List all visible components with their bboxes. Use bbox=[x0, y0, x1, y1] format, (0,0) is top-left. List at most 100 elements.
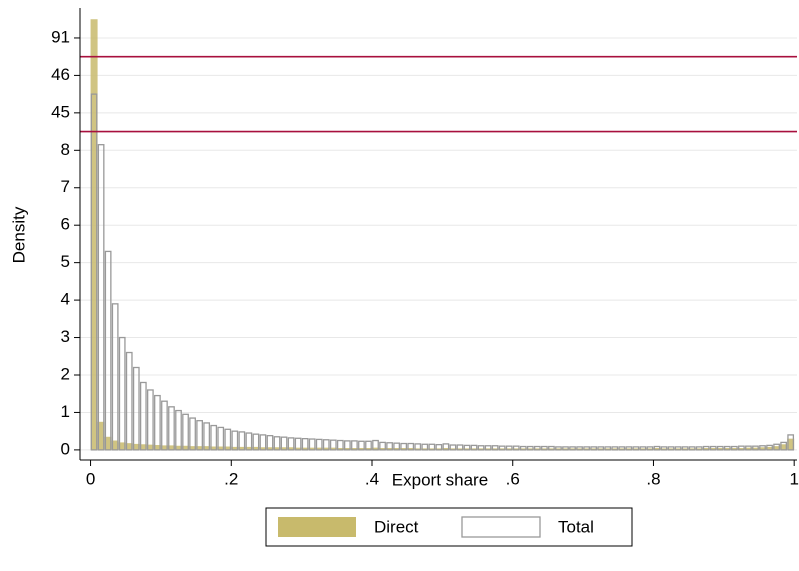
bar bbox=[456, 444, 464, 451]
bar bbox=[386, 448, 394, 450]
bar bbox=[787, 434, 795, 451]
bar bbox=[477, 448, 485, 450]
bar bbox=[590, 446, 598, 451]
bar bbox=[350, 448, 358, 450]
bar bbox=[576, 446, 583, 451]
bar bbox=[344, 440, 351, 451]
bar bbox=[372, 439, 379, 451]
bar bbox=[259, 447, 267, 450]
bar bbox=[625, 448, 633, 450]
bar bbox=[512, 448, 520, 450]
bar bbox=[435, 443, 443, 451]
bar bbox=[153, 445, 161, 450]
bar bbox=[484, 448, 492, 450]
bar bbox=[463, 448, 471, 450]
bar bbox=[583, 446, 590, 451]
bar bbox=[167, 445, 175, 450]
bar bbox=[681, 446, 689, 451]
bar bbox=[357, 448, 365, 450]
bar bbox=[773, 443, 780, 451]
bar bbox=[189, 417, 196, 451]
bar bbox=[491, 448, 499, 450]
bar bbox=[196, 420, 203, 451]
bar bbox=[576, 448, 584, 450]
bar bbox=[154, 394, 161, 451]
bar bbox=[224, 428, 232, 451]
y-tick-label: 6 bbox=[61, 215, 70, 234]
bar bbox=[414, 448, 422, 450]
y-tick-label: 2 bbox=[61, 364, 70, 383]
bar bbox=[203, 446, 211, 450]
bar bbox=[379, 441, 386, 451]
bar bbox=[245, 446, 253, 450]
bar bbox=[604, 448, 612, 450]
y-axis-title: Density bbox=[9, 206, 28, 263]
bar bbox=[386, 442, 393, 451]
bar bbox=[287, 437, 295, 451]
bar bbox=[189, 446, 197, 450]
bar bbox=[702, 448, 710, 450]
bar bbox=[731, 445, 738, 451]
bar bbox=[358, 440, 365, 451]
bar bbox=[688, 446, 696, 451]
bar bbox=[639, 448, 647, 450]
bar bbox=[519, 448, 527, 450]
bar bbox=[294, 447, 302, 450]
bar bbox=[463, 444, 471, 451]
bar bbox=[674, 448, 682, 450]
bar bbox=[695, 448, 703, 450]
y-tick-label: 91 bbox=[51, 27, 70, 46]
bar bbox=[618, 446, 626, 451]
bar bbox=[667, 446, 675, 451]
bar bbox=[611, 446, 619, 451]
bar bbox=[421, 443, 429, 451]
bar bbox=[548, 445, 555, 451]
bar bbox=[259, 434, 267, 451]
bar bbox=[780, 444, 788, 450]
bar bbox=[393, 448, 401, 450]
bar bbox=[505, 448, 513, 450]
bar bbox=[555, 446, 562, 451]
bar bbox=[674, 446, 682, 451]
bar bbox=[660, 446, 668, 451]
bar bbox=[168, 406, 175, 451]
bar bbox=[343, 448, 351, 450]
y-tick-label: 46 bbox=[51, 65, 70, 84]
bar bbox=[695, 446, 703, 451]
bar bbox=[618, 448, 626, 450]
bar bbox=[231, 430, 239, 451]
bar bbox=[611, 448, 619, 450]
y-tick-label: 5 bbox=[61, 252, 70, 271]
bar bbox=[351, 440, 358, 451]
bar bbox=[182, 445, 190, 450]
bar bbox=[146, 444, 154, 450]
bar bbox=[681, 448, 689, 450]
bar bbox=[604, 446, 612, 451]
bar bbox=[400, 442, 408, 451]
bar bbox=[231, 446, 239, 450]
bar bbox=[315, 438, 323, 451]
x-tick-label: 0 bbox=[86, 469, 95, 488]
bar bbox=[569, 448, 577, 450]
bar bbox=[118, 336, 126, 451]
bar bbox=[400, 448, 408, 450]
bar bbox=[512, 445, 520, 451]
bar bbox=[132, 366, 140, 451]
bar bbox=[737, 448, 745, 450]
bar bbox=[554, 448, 562, 450]
bar bbox=[287, 447, 295, 450]
legend-label: Direct bbox=[374, 517, 419, 536]
bar bbox=[540, 448, 548, 450]
bar bbox=[182, 413, 189, 451]
bar bbox=[224, 446, 232, 450]
bar bbox=[653, 448, 661, 450]
bar bbox=[597, 448, 605, 450]
bar bbox=[364, 448, 373, 450]
bar bbox=[146, 389, 154, 451]
bar bbox=[716, 445, 724, 451]
bar bbox=[217, 446, 225, 450]
bar bbox=[744, 447, 752, 450]
bar bbox=[646, 446, 654, 451]
bar bbox=[498, 448, 506, 450]
legend-label: Total bbox=[558, 517, 594, 536]
